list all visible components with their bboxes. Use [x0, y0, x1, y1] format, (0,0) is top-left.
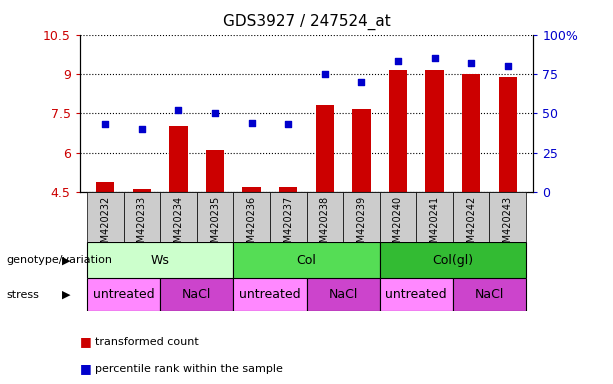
FancyBboxPatch shape — [160, 278, 234, 311]
Text: stress: stress — [6, 290, 39, 300]
Text: NaCl: NaCl — [182, 288, 211, 301]
Text: ■: ■ — [80, 362, 96, 375]
FancyBboxPatch shape — [160, 192, 197, 242]
Point — [210, 110, 220, 116]
FancyBboxPatch shape — [234, 242, 379, 278]
FancyBboxPatch shape — [343, 192, 379, 242]
Text: untreated: untreated — [239, 288, 301, 301]
Text: GSM420243: GSM420243 — [503, 196, 512, 255]
Text: GSM420234: GSM420234 — [173, 196, 183, 255]
Point — [173, 107, 183, 113]
Text: NaCl: NaCl — [329, 288, 358, 301]
Bar — [425, 70, 444, 192]
FancyBboxPatch shape — [416, 192, 453, 242]
FancyBboxPatch shape — [197, 192, 234, 242]
FancyBboxPatch shape — [453, 192, 489, 242]
Text: GSM420241: GSM420241 — [430, 196, 440, 255]
Bar — [498, 76, 517, 192]
Text: percentile rank within the sample: percentile rank within the sample — [95, 364, 283, 374]
Text: Ws: Ws — [151, 254, 170, 266]
FancyBboxPatch shape — [270, 192, 306, 242]
FancyBboxPatch shape — [124, 192, 160, 242]
Bar — [243, 187, 261, 192]
Text: GSM420239: GSM420239 — [356, 196, 367, 255]
Text: GSM420242: GSM420242 — [466, 196, 476, 255]
Text: GDS3927 / 247524_at: GDS3927 / 247524_at — [223, 13, 390, 30]
FancyBboxPatch shape — [453, 278, 526, 311]
Point — [320, 71, 330, 77]
Point — [466, 60, 476, 66]
Text: genotype/variation: genotype/variation — [6, 255, 112, 265]
Text: transformed count: transformed count — [95, 337, 199, 347]
Text: ■: ■ — [80, 335, 96, 348]
Bar — [96, 182, 115, 192]
Bar — [389, 70, 407, 192]
Text: Col: Col — [297, 254, 316, 266]
Text: NaCl: NaCl — [474, 288, 504, 301]
Text: GSM420238: GSM420238 — [320, 196, 330, 255]
FancyBboxPatch shape — [87, 278, 160, 311]
Text: ▶: ▶ — [62, 290, 70, 300]
Point — [430, 55, 440, 61]
FancyBboxPatch shape — [379, 278, 453, 311]
Text: GSM420235: GSM420235 — [210, 196, 220, 255]
FancyBboxPatch shape — [306, 278, 379, 311]
Point — [357, 79, 367, 85]
Point — [101, 121, 110, 127]
Point — [393, 58, 403, 65]
FancyBboxPatch shape — [379, 192, 416, 242]
Point — [137, 126, 147, 132]
Text: untreated: untreated — [386, 288, 447, 301]
Text: ▶: ▶ — [62, 255, 70, 265]
Point — [246, 120, 256, 126]
Text: GSM420236: GSM420236 — [246, 196, 257, 255]
Bar — [206, 150, 224, 192]
FancyBboxPatch shape — [306, 192, 343, 242]
Bar — [279, 187, 297, 192]
FancyBboxPatch shape — [234, 278, 306, 311]
FancyBboxPatch shape — [379, 242, 526, 278]
FancyBboxPatch shape — [87, 242, 234, 278]
FancyBboxPatch shape — [87, 192, 124, 242]
Bar — [316, 106, 334, 192]
FancyBboxPatch shape — [234, 192, 270, 242]
Bar — [133, 189, 151, 192]
Text: untreated: untreated — [93, 288, 154, 301]
Text: GSM420240: GSM420240 — [393, 196, 403, 255]
Bar — [169, 126, 188, 192]
Point — [503, 63, 512, 69]
Text: Col(gl): Col(gl) — [432, 254, 473, 266]
Bar — [462, 74, 480, 192]
Bar — [352, 109, 370, 192]
Text: GSM420233: GSM420233 — [137, 196, 147, 255]
Point — [283, 121, 293, 127]
FancyBboxPatch shape — [489, 192, 526, 242]
Text: GSM420237: GSM420237 — [283, 196, 293, 255]
Text: GSM420232: GSM420232 — [101, 196, 110, 255]
